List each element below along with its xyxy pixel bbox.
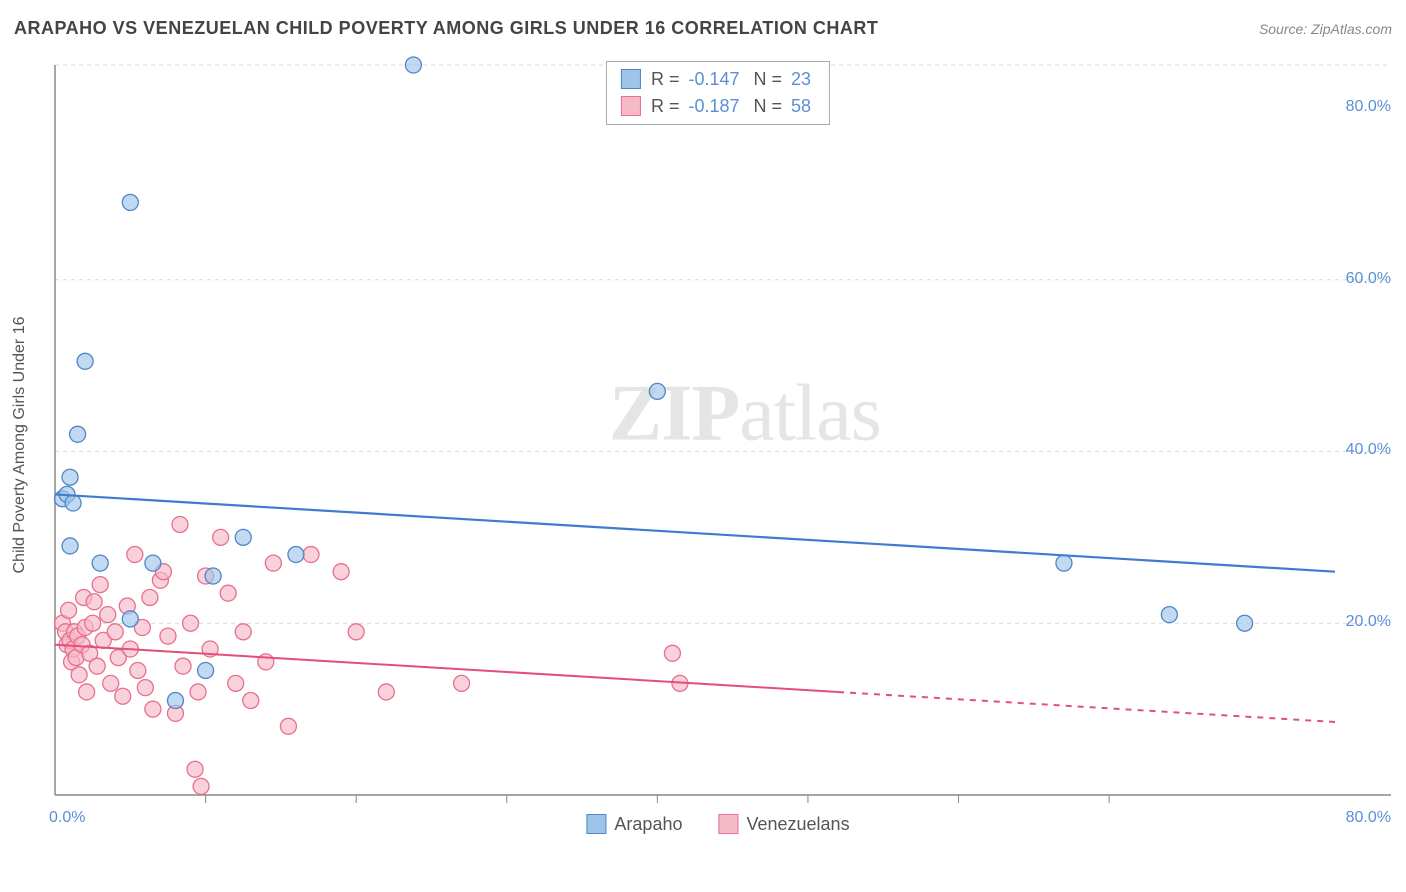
source-credit: Source: ZipAtlas.com — [1259, 21, 1392, 37]
legend-swatch — [621, 96, 641, 116]
legend-swatch — [621, 69, 641, 89]
y-tick-label: 20.0% — [1346, 613, 1391, 631]
correlation-stats-box: R = -0.147 N = 23R = -0.187 N = 58 — [606, 61, 830, 125]
y-axis-label: Child Poverty Among Girls Under 16 — [11, 317, 29, 574]
correlation-chart: Child Poverty Among Girls Under 16 ZIPat… — [45, 55, 1391, 835]
series-legend: Arapaho Venezuelans — [568, 814, 867, 835]
y-tick-label: 40.0% — [1346, 441, 1391, 459]
scatter-plot-svg — [45, 55, 1391, 835]
legend-swatch — [586, 814, 606, 834]
stats-row: R = -0.147 N = 23 — [621, 66, 815, 93]
x-tick-label: 0.0% — [49, 809, 85, 827]
y-tick-label: 80.0% — [1346, 98, 1391, 116]
legend-swatch — [718, 814, 738, 834]
y-tick-label: 60.0% — [1346, 270, 1391, 288]
legend-item: Arapaho — [586, 814, 682, 834]
chart-title: ARAPAHO VS VENEZUELAN CHILD POVERTY AMON… — [14, 18, 878, 39]
legend-item: Venezuelans — [718, 814, 849, 834]
chart-header: ARAPAHO VS VENEZUELAN CHILD POVERTY AMON… — [14, 18, 1392, 39]
stats-row: R = -0.187 N = 58 — [621, 93, 815, 120]
x-tick-label: 80.0% — [1346, 809, 1391, 827]
